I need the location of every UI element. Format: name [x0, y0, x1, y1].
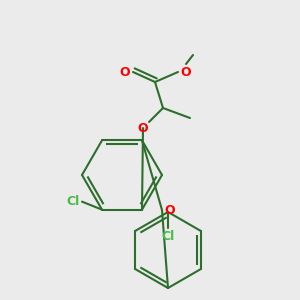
Text: Cl: Cl — [161, 230, 175, 243]
Text: Cl: Cl — [67, 195, 80, 208]
Text: O: O — [180, 65, 190, 79]
Text: O: O — [164, 203, 175, 217]
Text: O: O — [138, 122, 148, 134]
Text: O: O — [119, 65, 130, 79]
